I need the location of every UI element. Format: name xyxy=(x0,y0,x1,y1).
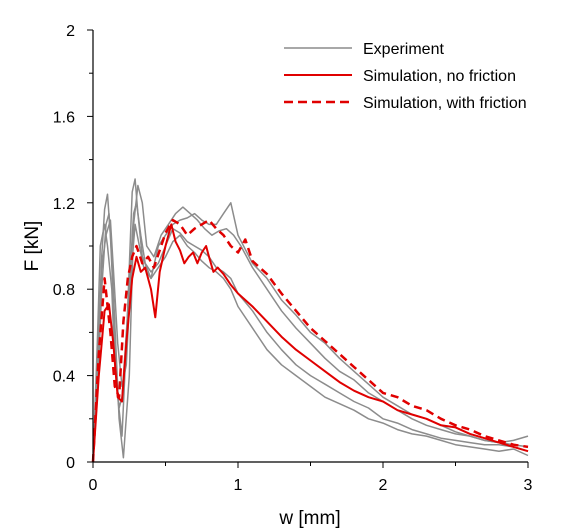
x-tick-label: 2 xyxy=(379,477,388,494)
legend-label-no-friction: Simulation, no friction xyxy=(363,68,516,85)
simulation-no-friction-line xyxy=(92,223,529,463)
x-tick-label: 0 xyxy=(89,477,98,494)
experiment-line-1 xyxy=(92,178,529,463)
tick-labels: 0 1 2 3 0 0.4 0.8 1.2 1.6 2 xyxy=(53,23,533,494)
y-tick-label: 0.4 xyxy=(53,369,75,386)
legend-label-with-friction: Simulation, with friction xyxy=(363,95,527,112)
y-tick-label: 0.8 xyxy=(53,282,75,299)
x-tick-label: 1 xyxy=(234,477,243,494)
y-tick-label: 1.6 xyxy=(53,109,75,126)
x-tick-label: 3 xyxy=(524,477,533,494)
y-tick-label: 1.2 xyxy=(53,196,75,213)
legend: Experiment Simulation, no friction Simul… xyxy=(284,41,527,112)
experiment-line-2 xyxy=(92,184,529,463)
x-axis-title: w [mm] xyxy=(278,508,340,529)
tick-marks xyxy=(87,29,529,468)
legend-label-experiment: Experiment xyxy=(363,41,444,58)
y-tick-label: 2 xyxy=(66,23,75,40)
y-axis-title: F [kN] xyxy=(22,221,43,272)
y-tick-label: 0 xyxy=(66,455,75,472)
simulation-with-friction-line xyxy=(91,218,529,463)
plot-area xyxy=(91,178,529,463)
